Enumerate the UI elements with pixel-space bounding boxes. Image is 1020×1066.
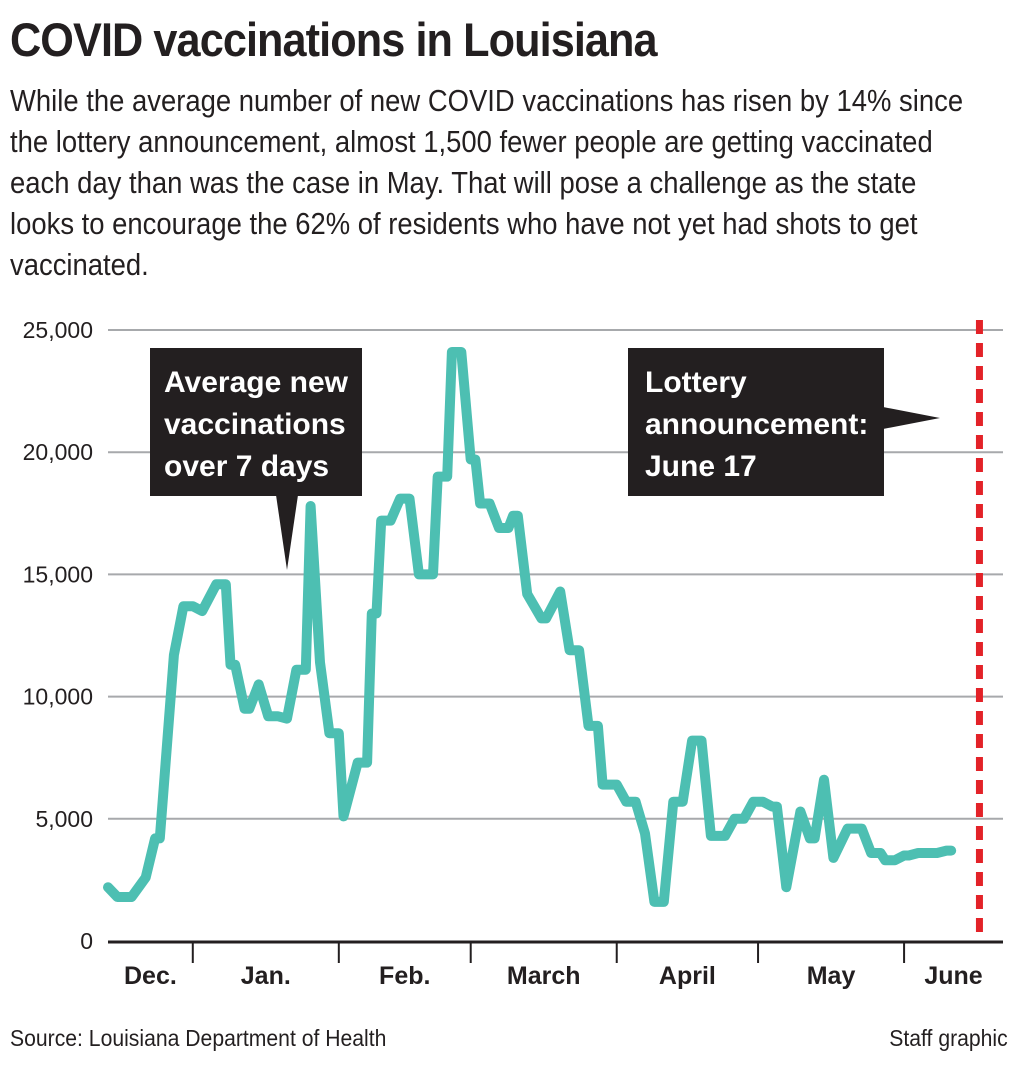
month-label-1: Jan. [241, 962, 291, 990]
lottery-callout-pointer [883, 407, 940, 429]
y-tick-label-0: 0 [80, 928, 93, 954]
chart-title: COVID vaccinations in Louisiana [10, 13, 658, 66]
series-callout-line-1: vaccinations [164, 408, 346, 441]
y-tick-label-20000: 20,000 [23, 439, 93, 465]
chart-subtitle: While the average number of new COVID va… [10, 83, 964, 282]
series-callout-line-0: Average new [164, 366, 349, 399]
y-tick-label-15000: 15,000 [23, 561, 93, 587]
y-tick-label-25000: 25,000 [23, 317, 93, 343]
lottery-callout-box [628, 348, 884, 496]
source-note: Source: Louisiana Department of Health [10, 1025, 387, 1051]
y-axis-tick-labels: 0 5,000 10,000 15,000 20,000 25,000 [23, 317, 93, 954]
y-tick-label-10000: 10,000 [23, 684, 93, 710]
month-label-6: June [924, 962, 982, 990]
series-callout-pointer [276, 495, 298, 570]
x-axis: Dec. Jan. Feb. March April May June [108, 940, 1003, 990]
series-callout-box [150, 348, 362, 496]
y-tick-label-5000: 5,000 [35, 806, 93, 832]
series-layer [103, 347, 957, 907]
line-chart: 0 5,000 10,000 15,000 20,000 25,000 Dec. Jan. F… [23, 317, 1003, 990]
lottery-callout-line-2: June 17 [645, 450, 757, 483]
callouts-layer: Average new vaccinations over 7 days Lotter… [150, 348, 940, 570]
month-label-4: April [659, 962, 716, 990]
month-label-0: Dec. [124, 962, 177, 990]
month-label-3: March [507, 962, 581, 990]
month-label-5: May [807, 962, 856, 990]
series-callout-line-2: over 7 days [164, 450, 329, 483]
staff-credit: Staff graphic [889, 1025, 1008, 1051]
series-line-0 [103, 347, 957, 907]
lottery-callout-line-0: Lottery [645, 366, 747, 399]
lottery-callout-line-1: announcement: [645, 408, 868, 441]
month-label-2: Feb. [379, 962, 430, 990]
